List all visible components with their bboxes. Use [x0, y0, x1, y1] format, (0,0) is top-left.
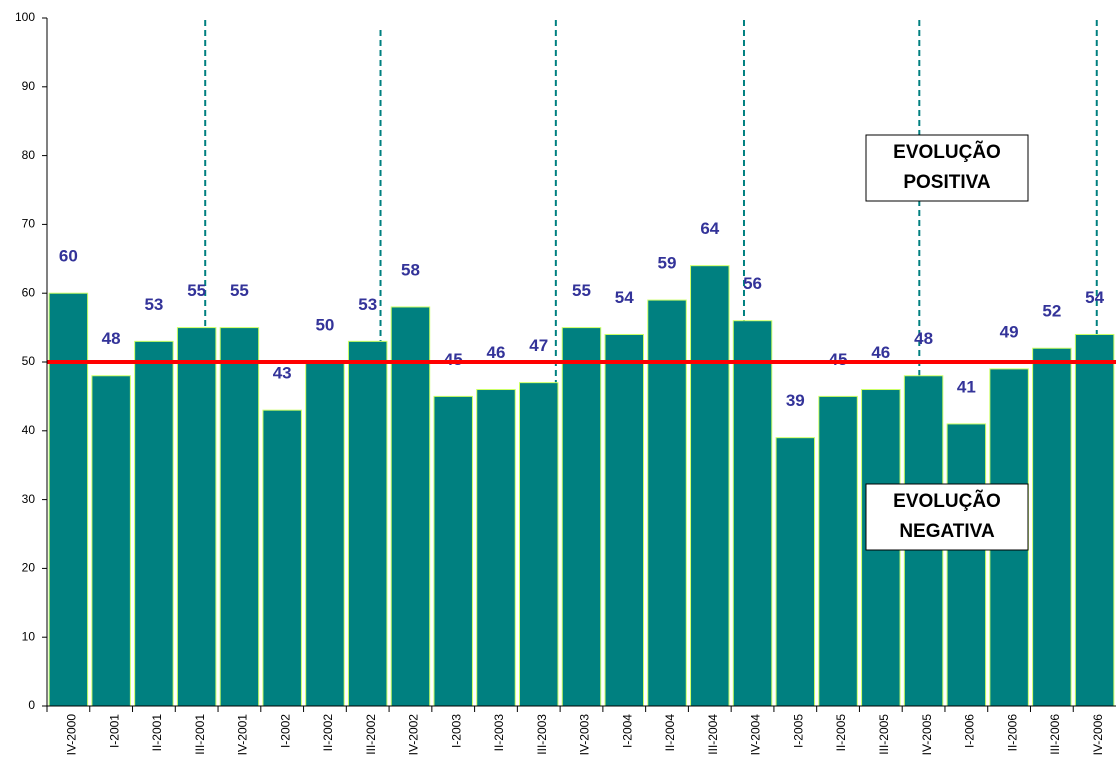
- annotation-box: [865, 134, 1029, 202]
- x-tick-label: II-2002: [321, 714, 335, 752]
- x-tick-label: I-2001: [107, 714, 121, 748]
- value-label: 46: [487, 343, 506, 362]
- value-label: 45: [829, 350, 848, 369]
- bar: [134, 340, 174, 707]
- bar: [433, 395, 473, 707]
- bar: [518, 382, 559, 707]
- value-label: 48: [914, 329, 933, 348]
- y-tick-label: 60: [22, 285, 36, 299]
- value-label: 46: [871, 343, 890, 362]
- value-label: 54: [1085, 288, 1104, 307]
- x-tick-label: II-2006: [1005, 714, 1019, 752]
- value-label: 48: [102, 329, 121, 348]
- value-label: 53: [144, 295, 163, 314]
- bar: [1074, 333, 1115, 707]
- y-tick-label: 0: [28, 698, 35, 712]
- y-tick-label: 40: [22, 423, 36, 437]
- bar: [91, 375, 131, 707]
- value-label: 55: [230, 281, 249, 300]
- bar: [305, 361, 345, 707]
- value-label: 49: [1000, 322, 1019, 341]
- x-tick-label: III-2002: [364, 714, 378, 755]
- x-tick-label: III-2005: [877, 714, 891, 755]
- bar: [176, 327, 217, 707]
- value-label: 53: [358, 295, 377, 314]
- bar: [561, 327, 602, 707]
- bar: [390, 306, 431, 707]
- y-tick-label: 100: [15, 10, 35, 24]
- bar: [476, 389, 516, 707]
- x-tick-label: I-2004: [620, 714, 634, 748]
- y-tick-label: 90: [22, 79, 36, 93]
- y-tick-label: 70: [22, 217, 36, 231]
- x-tick-label: I-2003: [449, 714, 463, 748]
- bar: [604, 333, 645, 707]
- x-tick-label: II-2001: [150, 714, 164, 752]
- x-tick-label: III-2004: [706, 714, 720, 755]
- x-tick-label: IV-2004: [749, 714, 763, 756]
- value-label: 59: [658, 254, 677, 273]
- value-label: 64: [700, 219, 719, 238]
- x-tick-label: I-2006: [963, 714, 977, 748]
- annotation: EVOLUÇÃO: [893, 141, 1001, 163]
- x-tick-label: II-2005: [834, 714, 848, 752]
- value-label: 50: [315, 315, 334, 334]
- value-label: 60: [59, 247, 78, 266]
- x-tick-label: IV-2002: [407, 714, 421, 756]
- x-tick-label: III-2006: [1048, 714, 1062, 755]
- bar: [946, 423, 987, 707]
- x-tick-label: IV-2001: [236, 714, 250, 756]
- value-label: 47: [529, 336, 548, 355]
- bar: [1032, 347, 1072, 707]
- annotation: POSITIVA: [903, 172, 991, 193]
- value-label: 58: [401, 260, 420, 279]
- bar: [647, 299, 687, 707]
- y-tick-label: 30: [22, 492, 36, 506]
- value-label: 55: [572, 281, 591, 300]
- bar: [775, 437, 816, 707]
- value-label: 41: [957, 377, 976, 396]
- value-label: 55: [187, 281, 206, 300]
- annotation: NEGATIVA: [899, 521, 995, 542]
- x-tick-label: I-2002: [278, 714, 292, 748]
- value-label: 54: [615, 288, 634, 307]
- x-tick-label: IV-2003: [578, 714, 592, 756]
- x-tick-label: IV-2000: [65, 714, 79, 756]
- x-tick-label: IV-2005: [920, 714, 934, 756]
- y-tick-label: 50: [22, 354, 36, 368]
- x-tick-label: III-2001: [193, 714, 207, 755]
- x-tick-label: I-2005: [791, 714, 805, 748]
- y-tick-label: 10: [22, 629, 36, 643]
- x-tick-label: III-2003: [535, 714, 549, 755]
- value-label: 52: [1042, 302, 1061, 321]
- x-tick-label: II-2004: [663, 714, 677, 752]
- x-tick-label: IV-2006: [1091, 714, 1105, 756]
- bar: [347, 340, 388, 707]
- value-label: 39: [786, 391, 805, 410]
- value-label: 45: [444, 350, 463, 369]
- annotation-box: [865, 483, 1029, 551]
- value-label: 43: [273, 364, 292, 383]
- bar: [48, 292, 89, 707]
- y-tick-label: 80: [22, 148, 36, 162]
- bar: [690, 265, 730, 707]
- y-tick-label: 20: [22, 561, 36, 575]
- bar: [732, 320, 773, 707]
- bar: [219, 327, 260, 707]
- bar: [262, 409, 302, 707]
- annotation: EVOLUÇÃO: [893, 490, 1001, 512]
- value-label: 56: [743, 274, 762, 293]
- bar: [818, 395, 858, 707]
- x-tick-label: II-2003: [492, 714, 506, 752]
